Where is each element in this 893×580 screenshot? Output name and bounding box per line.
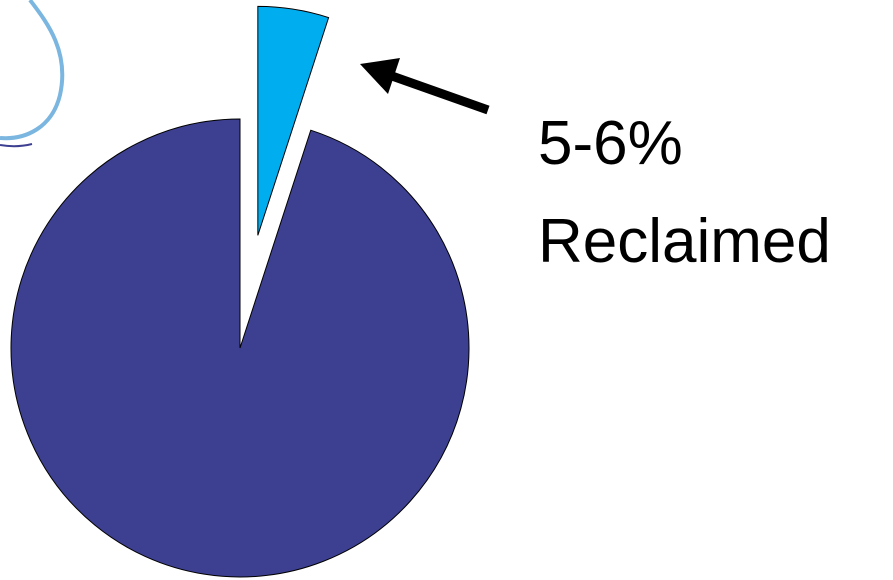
water-drop-logo	[0, 0, 65, 148]
drop-outline	[0, 0, 65, 141]
arrow-shaft	[390, 71, 490, 115]
pie-slice	[10, 118, 470, 578]
arrow-head	[360, 58, 400, 94]
annotation: Reclaimed	[538, 207, 831, 276]
annotation-arrow	[360, 58, 490, 115]
pie-slice	[257, 5, 330, 236]
annotation: 5-6%	[538, 109, 683, 178]
drop-shadow	[0, 143, 33, 148]
